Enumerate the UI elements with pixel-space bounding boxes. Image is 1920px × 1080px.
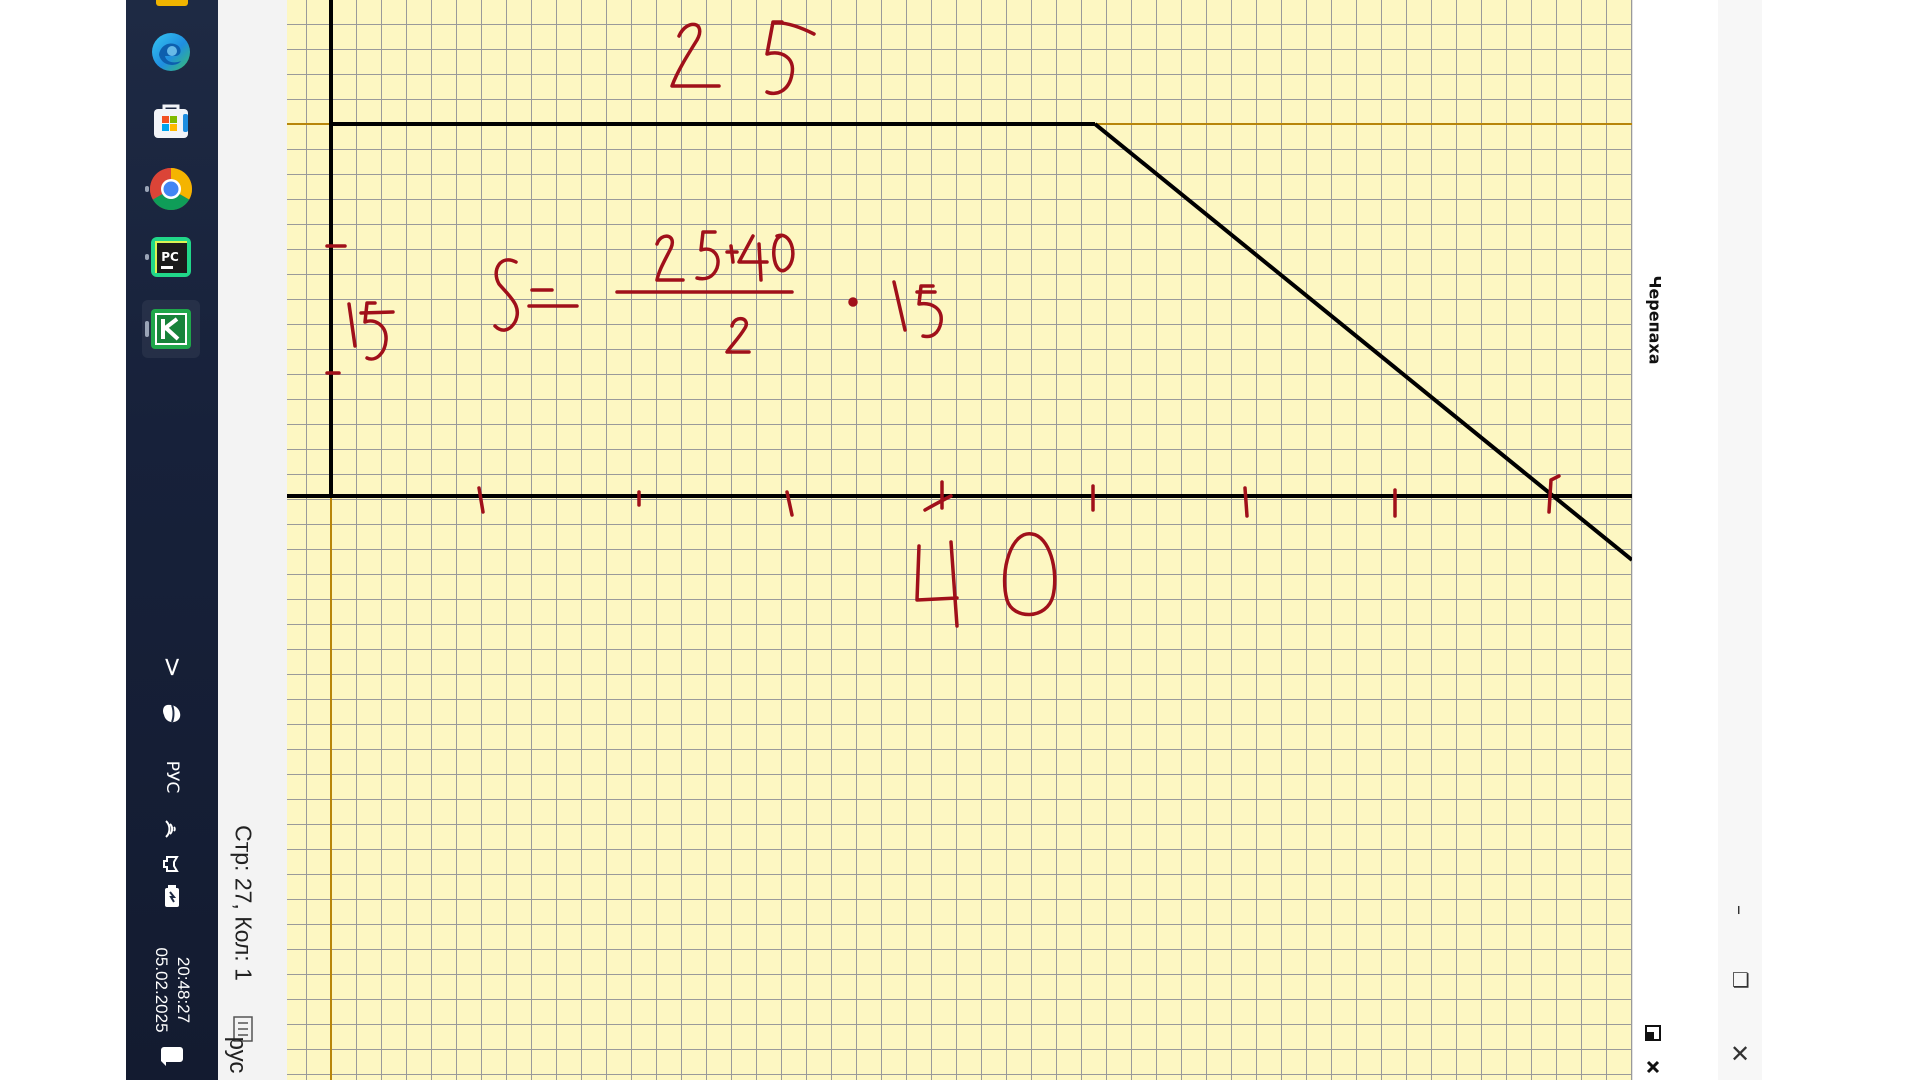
pycharm-icon: PC — [151, 237, 191, 277]
editor-side-panel — [218, 0, 288, 1080]
cloud-icon — [163, 704, 181, 723]
store-icon — [154, 104, 188, 138]
turtle-path — [287, 0, 1632, 562]
battery-icon[interactable] — [126, 884, 218, 914]
handwritten-25 — [670, 20, 816, 96]
file-explorer-icon[interactable] — [156, 0, 188, 6]
edge-icon — [152, 33, 190, 71]
close-icon — [1646, 1060, 1660, 1074]
clock[interactable]: 20:48:27 05.02.2025 — [126, 930, 218, 1050]
kumir-icon — [151, 309, 191, 349]
taskbar-app-edge[interactable] — [142, 23, 200, 81]
minimize-button[interactable]: – — [1728, 905, 1752, 915]
float-panel-button[interactable] — [1644, 1024, 1662, 1042]
pycharm-badge: PC — [161, 250, 179, 264]
wifi-icon — [165, 820, 176, 838]
handwritten-formula — [493, 230, 943, 354]
turtle-canvas[interactable] — [287, 0, 1632, 1080]
chrome-icon — [149, 168, 193, 211]
input-language: рус — [224, 1036, 251, 1074]
clock-date: 05.02.2025 — [152, 947, 171, 1033]
notifications-button[interactable] — [126, 1044, 218, 1072]
restore-button[interactable]: ❐ — [1728, 971, 1752, 989]
cursor-position: Стр: 27, Кол: 1 — [230, 825, 257, 981]
keyboard-icon[interactable] — [232, 1015, 254, 1043]
turtle-panel — [1632, 0, 1679, 1080]
volume-icon[interactable] — [126, 851, 218, 879]
close-panel-button[interactable] — [1644, 1058, 1662, 1076]
battery-charging-icon — [165, 885, 179, 907]
drawing-layer — [287, 0, 1632, 1080]
show-hidden-icons-button[interactable]: > — [156, 656, 187, 678]
taskbar-app-store[interactable] — [142, 92, 200, 150]
close-button[interactable]: ✕ — [1729, 1040, 1751, 1068]
language-indicator[interactable]: РУС — [162, 760, 182, 794]
taskbar-app-pycharm[interactable]: PC — [142, 228, 200, 286]
turtle-panel-title: Черепаха — [1645, 275, 1665, 365]
network-icon[interactable] — [126, 816, 218, 846]
taskbar-app-kumir[interactable] — [142, 300, 200, 358]
tray-app-icon[interactable] — [126, 702, 218, 732]
handwritten-40 — [915, 494, 1057, 628]
clock-time: 20:48:27 — [174, 956, 193, 1024]
speaker-icon — [163, 856, 179, 872]
handwritten-15-height — [347, 301, 395, 361]
grid-background — [287, 0, 1632, 1080]
handwritten-notes — [325, 20, 1561, 628]
dock-icon — [1645, 1025, 1661, 1041]
tick-marks — [325, 244, 1561, 518]
window-controls: – ❐ ✕ — [1718, 0, 1762, 1080]
chat-bubble-icon — [161, 1047, 183, 1066]
taskbar: PC > РУС — [126, 0, 218, 1080]
taskbar-app-chrome[interactable] — [142, 160, 200, 218]
